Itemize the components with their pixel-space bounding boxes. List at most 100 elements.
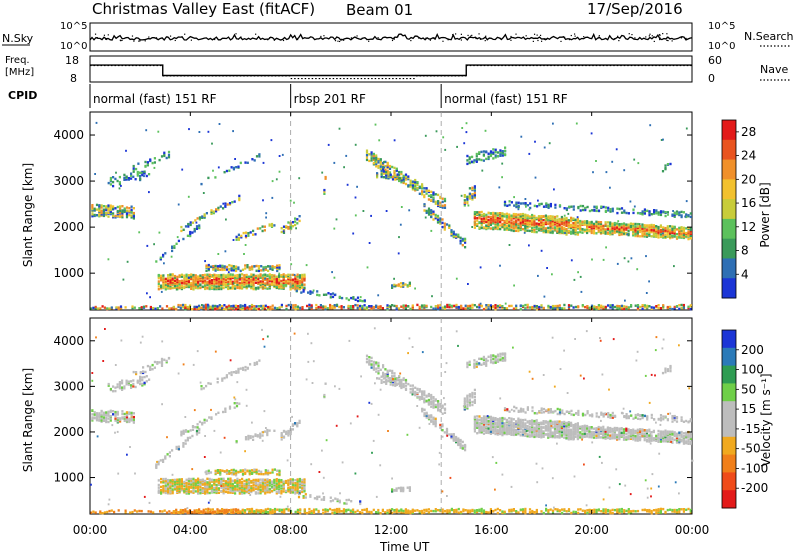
power-cell	[669, 234, 672, 237]
power-cell	[164, 277, 167, 281]
power-cell	[680, 228, 683, 231]
velocity-cell	[197, 477, 200, 480]
power-cell	[441, 206, 444, 209]
velocity-cell	[229, 491, 232, 494]
velocity-cell	[171, 449, 174, 452]
velocity-cell	[233, 402, 236, 405]
power-cell	[537, 215, 541, 218]
velocity-cell	[416, 509, 419, 512]
power-cell	[269, 308, 272, 311]
velocity-cell	[269, 471, 272, 475]
power-cell	[105, 207, 108, 210]
nsearch-point	[617, 35, 619, 37]
power-cell	[408, 281, 411, 284]
power-cell	[149, 307, 152, 310]
power-cell	[234, 304, 237, 307]
power-cell	[241, 285, 244, 289]
power-cell	[189, 232, 192, 236]
power-cell	[551, 273, 553, 276]
velocity-cell	[308, 510, 311, 514]
power-cell	[443, 228, 446, 231]
power-cell	[623, 305, 626, 308]
power-cell	[106, 307, 109, 310]
power-cell	[492, 148, 495, 151]
power-cell	[202, 306, 205, 309]
power-cell	[567, 229, 570, 233]
velocity-cell	[326, 510, 329, 513]
velocity-cell	[275, 492, 278, 495]
power-cell	[173, 279, 177, 282]
power-cell	[464, 304, 467, 307]
power-cell	[613, 227, 616, 230]
power-cell	[234, 308, 237, 311]
power-cell	[213, 275, 216, 278]
power-cell	[423, 304, 426, 307]
power-cell	[91, 213, 94, 216]
power-cell	[238, 275, 241, 279]
velocity-cell	[296, 422, 299, 425]
power-cell	[267, 265, 270, 268]
power-cell	[632, 224, 635, 227]
velocity-cell	[213, 489, 216, 492]
power-cell	[567, 225, 570, 229]
power-cell	[101, 305, 104, 308]
power-cell	[478, 152, 481, 155]
power-cell	[579, 275, 582, 278]
velocity-cell	[204, 492, 207, 495]
power-cell	[271, 274, 274, 277]
nsearch-point	[181, 36, 183, 38]
velocity-cell	[215, 478, 218, 482]
power-cell	[595, 160, 597, 162]
velocity-cell	[216, 377, 219, 380]
velocity-cell	[218, 509, 221, 512]
velocity-cell	[268, 487, 271, 491]
velocity-cell	[180, 479, 183, 482]
power-cell	[524, 224, 527, 227]
power-cell	[618, 230, 621, 234]
power-cell	[597, 229, 600, 232]
velocity-cell	[192, 491, 195, 494]
power-cell	[241, 283, 244, 286]
power-cell	[499, 218, 502, 221]
power-cell	[643, 212, 646, 215]
velocity-cell	[236, 477, 239, 481]
power-cell	[531, 224, 534, 227]
velocity-cell	[172, 510, 175, 513]
power-cell	[257, 307, 260, 311]
power-cell	[418, 305, 421, 309]
power-cell	[534, 140, 536, 143]
velocity-cell	[250, 510, 254, 513]
power-cell	[478, 213, 481, 217]
power-cell	[671, 236, 674, 239]
power-cell	[377, 164, 380, 168]
velocity-cell	[354, 510, 357, 514]
nsearch-point	[515, 33, 517, 35]
power-cell	[489, 221, 492, 224]
power-cell	[494, 304, 497, 307]
velocity-cell	[407, 509, 410, 512]
power-cell	[108, 307, 111, 310]
power-cell	[95, 121, 98, 124]
power-cell	[253, 307, 256, 310]
power-cell	[648, 231, 651, 234]
power-cell	[227, 307, 231, 310]
power-cell	[526, 217, 529, 220]
power-cell	[223, 265, 226, 268]
velocity-cell	[201, 423, 204, 426]
velocity-cell	[247, 488, 251, 492]
velocity-cell	[160, 364, 164, 367]
power-cell	[432, 210, 435, 213]
velocity-cell	[437, 509, 440, 512]
power-cell	[689, 232, 692, 235]
power-cell	[501, 217, 504, 220]
power-cell	[560, 215, 563, 219]
velocity-cell	[251, 469, 254, 472]
power-cell	[395, 304, 398, 308]
power-cell	[252, 276, 255, 280]
power-cell	[140, 171, 143, 174]
velocity-cell	[443, 510, 447, 513]
power-cell	[526, 303, 529, 307]
velocity-cell	[267, 471, 270, 475]
power-cell	[667, 213, 669, 216]
velocity-cell	[116, 385, 119, 389]
